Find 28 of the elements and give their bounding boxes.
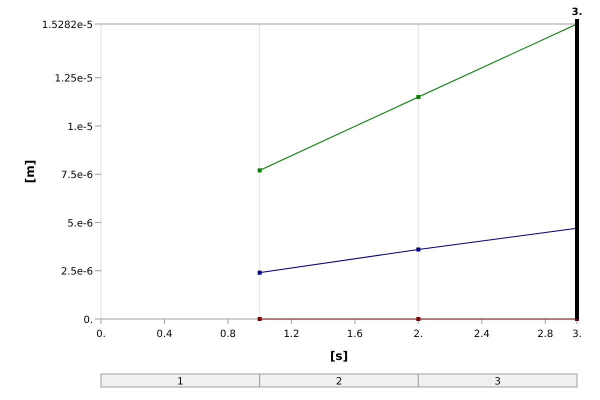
text: 3 (494, 376, 501, 388)
text: 1 (177, 376, 184, 388)
x-tick-label: 1.2 (283, 329, 300, 340)
point (258, 270, 262, 275)
x-tick-label: 0.8 (220, 329, 236, 340)
y-tick-label: 5.e-6 (67, 218, 93, 230)
x-tick-label: 3. (572, 329, 582, 340)
y-tick-label: 1.e-5 (67, 122, 93, 133)
x-tick-label: 2.8 (537, 329, 554, 340)
x-tick-label: 1.6 (346, 329, 363, 340)
x-tick-label: 2. (414, 329, 424, 340)
ref-line-label: 3. (572, 7, 582, 18)
x-tick-label: 0.4 (156, 329, 172, 340)
text: 2 (336, 376, 342, 388)
point (416, 317, 420, 321)
y-tick-label: 0. (83, 315, 93, 326)
y-tick-label: 1.25e-5 (54, 74, 93, 85)
point (258, 168, 262, 172)
x-axis-title: [s] (330, 349, 348, 363)
y-tick-label: 7.5e-6 (60, 170, 93, 182)
x-tick-label: 2.4 (474, 329, 490, 340)
point (416, 95, 420, 100)
x-tick-label: 0. (96, 329, 106, 340)
y-tick-label: 2.5e-6 (60, 266, 93, 278)
y-axis-title: [m] (23, 160, 37, 184)
point (416, 248, 420, 252)
y-tick-label: 1.5282e-5 (42, 20, 93, 31)
point (258, 317, 262, 321)
